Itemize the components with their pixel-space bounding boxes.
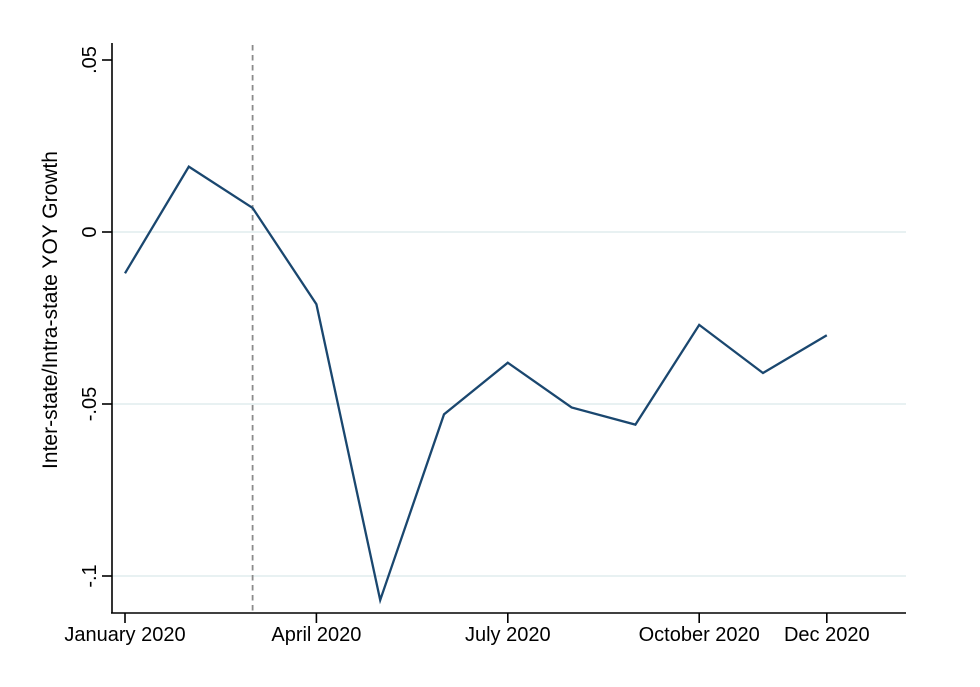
x-tick-labels: January 2020 April 2020 July 2020 October 2…	[64, 624, 869, 646]
x-tick-label: January 2020	[64, 624, 185, 646]
y-tick-labels: .05 0 -.05 -.1	[79, 46, 101, 588]
y-tick-label: -.1	[79, 564, 101, 587]
y-axis-title: Inter-state/Intra-state YOY Growth	[39, 151, 62, 469]
gridlines	[112, 231, 906, 577]
y-tick-label: .05	[79, 46, 101, 74]
series-polyline	[124, 165, 828, 605]
x-tick-label: Dec 2020	[784, 624, 870, 646]
series-line-group	[124, 165, 828, 605]
y-tick-label: 0	[79, 226, 101, 237]
axes	[102, 43, 906, 623]
x-tick-label: October 2020	[639, 624, 760, 646]
y-tick-label: -.05	[79, 387, 101, 421]
x-tick-label: July 2020	[465, 624, 551, 646]
x-tick-label: April 2020	[271, 624, 361, 646]
